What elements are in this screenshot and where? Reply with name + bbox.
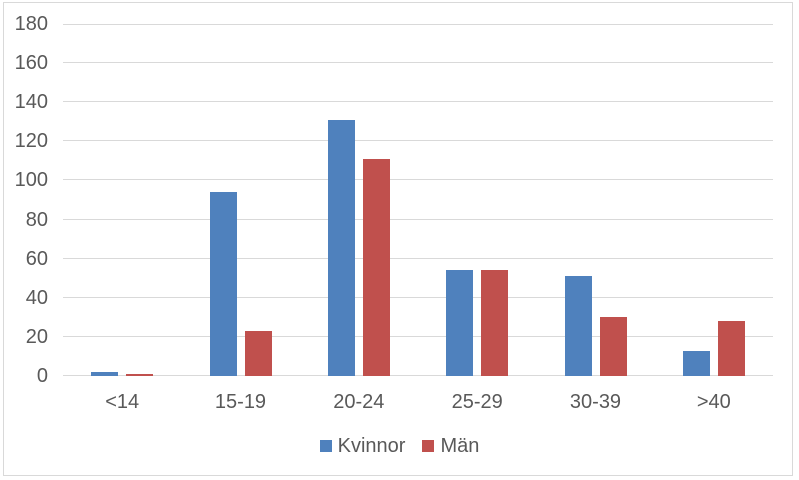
y-tick-label: 60 bbox=[25, 247, 48, 270]
y-tick-label: 20 bbox=[25, 325, 48, 348]
bar bbox=[244, 331, 272, 376]
bar bbox=[446, 270, 474, 376]
x-tick-label: 20-24 bbox=[333, 391, 385, 413]
y-tick-label: 160 bbox=[14, 52, 48, 75]
y-tick-label: 0 bbox=[36, 365, 48, 387]
y-tick-label: 180 bbox=[14, 13, 48, 35]
y-tick-label: 140 bbox=[14, 91, 48, 114]
legend-label: Män bbox=[440, 435, 480, 457]
y-tick-label: 40 bbox=[25, 286, 48, 309]
legend-swatch bbox=[422, 440, 435, 452]
gridline bbox=[63, 257, 773, 259]
bar bbox=[209, 192, 237, 376]
gridline bbox=[63, 62, 773, 64]
bar bbox=[327, 119, 355, 376]
x-tick-label: <14 bbox=[105, 391, 140, 413]
x-tick-label: 15-19 bbox=[214, 391, 267, 413]
bar bbox=[682, 350, 710, 376]
y-tick-label: 100 bbox=[14, 169, 48, 192]
legend: Kvinnor Män bbox=[0, 436, 799, 456]
gridline bbox=[63, 335, 773, 337]
gridline bbox=[63, 296, 773, 298]
gridline bbox=[63, 140, 773, 142]
bar bbox=[481, 270, 509, 376]
bar bbox=[126, 374, 154, 376]
bar bbox=[362, 158, 390, 376]
x-axis: <14 15-19 20-24 25-29 30-39 >40 bbox=[63, 391, 773, 413]
legend-item: Kvinnor bbox=[319, 435, 406, 457]
bar bbox=[717, 321, 745, 376]
y-tick-label: 120 bbox=[14, 130, 48, 153]
gridline bbox=[63, 101, 773, 103]
bar bbox=[564, 276, 592, 376]
x-tick-label: 30-39 bbox=[569, 391, 622, 413]
gridline bbox=[63, 24, 773, 25]
y-tick-label: 80 bbox=[25, 208, 48, 231]
gridline bbox=[63, 179, 773, 181]
bar bbox=[91, 372, 119, 376]
bar bbox=[599, 317, 627, 376]
legend-label: Kvinnor bbox=[337, 435, 406, 457]
gridline bbox=[63, 218, 773, 220]
gridline bbox=[63, 375, 773, 376]
legend-item: Män bbox=[422, 436, 479, 456]
plot-area bbox=[63, 24, 773, 376]
legend-swatch bbox=[319, 440, 332, 452]
y-axis: 0 20 40 60 80 100 120 140 160 180 bbox=[0, 14, 48, 386]
x-tick-label: >40 bbox=[696, 391, 731, 413]
chart-frame bbox=[3, 2, 793, 476]
x-tick-label: 25-29 bbox=[451, 391, 503, 413]
